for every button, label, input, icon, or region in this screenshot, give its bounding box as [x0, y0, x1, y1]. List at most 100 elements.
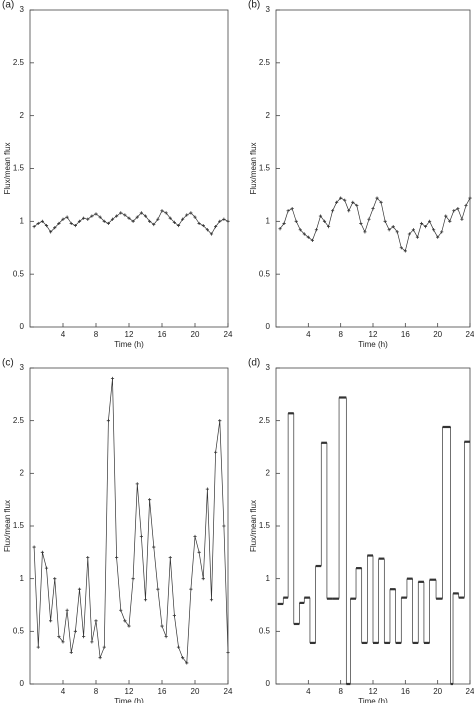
- data-point: [90, 214, 94, 218]
- data-point: [139, 211, 143, 215]
- data-point: [375, 196, 379, 200]
- data-point: [391, 225, 395, 229]
- data-point: [36, 221, 40, 226]
- y-tick-label: 0: [20, 322, 25, 331]
- panel-label: (b): [248, 0, 260, 11]
- data-point: [86, 217, 90, 221]
- data-point: [226, 650, 230, 654]
- data-point: [53, 577, 57, 581]
- data-point: [168, 556, 172, 560]
- data-point: [73, 629, 77, 633]
- data-point: [298, 228, 302, 232]
- x-axis-label: Time (h): [358, 697, 388, 703]
- y-axis-label: Flux/mean flux: [249, 142, 258, 194]
- y-tick-label: 0: [266, 322, 271, 331]
- x-tick-label: 12: [125, 330, 134, 339]
- data-point: [156, 587, 160, 591]
- x-tick-label: 24: [224, 330, 233, 339]
- data-point: [65, 608, 69, 612]
- data-point: [127, 624, 131, 628]
- data-point: [306, 235, 310, 239]
- data-point: [310, 238, 314, 242]
- y-tick-label: 2: [266, 111, 271, 120]
- y-tick-label: 2.5: [13, 416, 25, 425]
- data-point: [363, 230, 367, 234]
- data-point: [355, 203, 359, 208]
- x-tick-label: 16: [401, 330, 410, 339]
- data-point: [102, 219, 106, 223]
- data-point: [326, 225, 331, 229]
- x-tick-label: 20: [191, 687, 200, 696]
- data-point: [172, 613, 176, 618]
- data-point: [123, 213, 127, 217]
- y-tick-label: 2: [266, 468, 271, 477]
- data-point: [156, 217, 160, 221]
- data-point: [131, 577, 135, 581]
- data-point: [164, 211, 168, 215]
- y-tick-label: 0: [20, 679, 25, 688]
- x-tick-label: 12: [369, 687, 378, 696]
- data-line: [279, 197, 471, 252]
- data-point: [302, 232, 306, 236]
- data-point: [440, 230, 444, 234]
- data-point: [371, 207, 375, 211]
- y-tick-label: 2.5: [259, 58, 271, 67]
- data-point: [460, 217, 464, 221]
- data-point: [119, 608, 123, 612]
- data-point: [432, 228, 436, 232]
- x-tick-label: 20: [433, 330, 442, 339]
- data-point: [127, 216, 131, 220]
- x-tick-label: 8: [94, 330, 99, 339]
- data-point: [294, 219, 298, 223]
- y-tick-label: 3: [266, 363, 271, 372]
- data-point: [343, 198, 347, 202]
- data-point: [106, 221, 110, 226]
- data-point: [115, 214, 119, 218]
- data-point: [218, 419, 222, 423]
- x-tick-label: 8: [338, 687, 343, 696]
- y-axis-label: Flux/mean flux: [3, 142, 12, 194]
- x-tick-label: 16: [158, 687, 167, 696]
- data-point: [94, 212, 98, 216]
- data-point: [44, 223, 49, 228]
- data-point: [330, 209, 335, 213]
- data-point: [65, 215, 69, 219]
- y-tick-label: 2: [20, 111, 25, 120]
- x-tick-label: 8: [338, 330, 343, 339]
- data-point: [452, 209, 456, 213]
- data-point: [314, 228, 319, 232]
- y-tick-label: 0.5: [259, 269, 271, 278]
- x-tick-label: 4: [61, 330, 66, 339]
- data-point: [61, 217, 65, 221]
- y-tick-label: 1.5: [13, 164, 25, 173]
- x-tick-label: 16: [401, 687, 410, 696]
- data-point: [335, 200, 339, 204]
- y-axis-label: Flux/mean flux: [3, 500, 12, 552]
- data-point: [383, 219, 387, 223]
- x-tick-label: 12: [125, 687, 134, 696]
- x-tick-label: 4: [61, 687, 66, 696]
- y-tick-label: 3: [20, 363, 25, 372]
- x-tick-label: 4: [306, 330, 311, 339]
- data-point: [82, 216, 86, 220]
- plot-frame: [29, 9, 229, 328]
- data-point: [98, 656, 102, 660]
- data-point: [160, 209, 164, 213]
- x-tick-label: 24: [224, 687, 233, 696]
- data-point: [172, 220, 176, 224]
- data-point: [347, 209, 351, 213]
- data-point: [77, 587, 82, 591]
- data-point: [351, 200, 355, 204]
- x-tick-label: 20: [191, 330, 200, 339]
- data-point: [53, 226, 57, 230]
- x-tick-label: 24: [466, 330, 474, 339]
- data-point: [94, 619, 98, 623]
- data-point: [164, 635, 168, 639]
- data-point: [49, 619, 53, 623]
- data-point: [209, 232, 214, 236]
- data-point: [193, 215, 197, 219]
- x-tick-label: 8: [94, 687, 99, 696]
- data-point: [77, 219, 82, 223]
- data-point: [49, 230, 53, 234]
